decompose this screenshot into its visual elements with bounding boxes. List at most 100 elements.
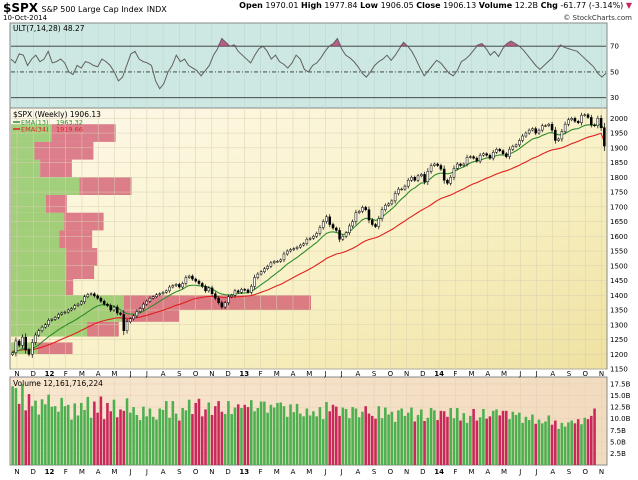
volume-bar-up (187, 399, 191, 465)
volume-bar-down (210, 414, 214, 465)
volume-bar-up (21, 384, 24, 465)
volume-bar-up (341, 407, 345, 465)
candle-down (472, 156, 475, 159)
volume-tick-label: 7.5B (610, 427, 626, 435)
x-tick-label: D (225, 370, 230, 378)
volume-bar-down (446, 416, 449, 465)
candle-up (495, 149, 498, 153)
price-tick-label: 1450 (610, 277, 628, 285)
x-tick-label: N (599, 370, 604, 378)
x-tick-label-bottom: J (518, 468, 521, 476)
candle-up (148, 297, 152, 302)
vbp-up-bar (11, 159, 41, 178)
candle-down (534, 128, 537, 134)
candle-down (214, 293, 217, 299)
volume-bar-up (223, 414, 227, 465)
volume-bar-up (377, 406, 381, 465)
volume-bar-up (567, 422, 570, 465)
volume-bar-down (472, 408, 475, 465)
x-tick-label-bottom: N (14, 468, 19, 476)
candle-up (482, 153, 485, 156)
x-tick-label: D (31, 370, 36, 378)
volume-bar-up (174, 413, 178, 465)
volume-bar-up (429, 408, 433, 465)
candle-up (403, 185, 407, 190)
x-tick-label: A (485, 370, 490, 378)
candle-up (272, 261, 276, 264)
volume-bar-up (462, 413, 466, 465)
volume-bar-up (181, 408, 184, 465)
x-tick-label: A (161, 370, 166, 378)
price-tick-label: 1300 (610, 321, 628, 329)
candle-up (184, 277, 188, 284)
candle-up (112, 306, 116, 311)
volume-bar-up (384, 407, 387, 465)
vbp-up-bar (11, 321, 88, 337)
price-tick-label: 1250 (610, 336, 628, 344)
volume-bar-down (200, 416, 204, 465)
candle-up (583, 114, 587, 116)
volume-bar-down (459, 420, 462, 465)
candle-up (478, 154, 482, 162)
volume-bar-up (53, 406, 57, 465)
candle-up (580, 115, 583, 123)
x-tick-label-bottom: J (129, 468, 132, 476)
volume-bar-up (299, 413, 302, 465)
volume-tick-label: 17.5B (610, 380, 631, 388)
candle-down (498, 149, 502, 152)
candle-down (475, 157, 479, 162)
volume-bar-up (66, 404, 70, 465)
candle-up (455, 163, 459, 169)
chart-date: 10-Oct-2014 (3, 14, 48, 22)
candle-up (547, 123, 551, 126)
volume-bar-down (217, 401, 220, 465)
volume-bar-up (47, 394, 50, 465)
volume-bar-up (282, 406, 286, 465)
volume-bar-down (102, 419, 106, 465)
candle-up (253, 277, 256, 287)
vbp-down-bar (65, 279, 74, 296)
volume-bar-up (537, 419, 541, 465)
volume-bar-down (96, 412, 99, 465)
x-tick-label-bottom: S (567, 468, 572, 476)
candle-down (191, 275, 194, 280)
close-value: 1906.13 (443, 1, 477, 10)
volume-bar-down (194, 402, 197, 465)
candle-down (17, 340, 21, 346)
x-tick-label-bottom: D (225, 468, 230, 476)
candle-up (14, 340, 18, 354)
candle-up (227, 296, 230, 303)
x-tick-label: A (550, 370, 555, 378)
x-tick-label-bottom: A (161, 468, 166, 476)
candle-up (171, 285, 175, 288)
candle-up (50, 319, 54, 321)
candle-up (138, 308, 142, 312)
volume-bar-up (30, 406, 34, 465)
volume-bar-down (442, 411, 446, 465)
candle-down (505, 153, 508, 157)
candle-up (531, 128, 534, 131)
x-tick-label: O (582, 370, 588, 378)
candle-down (370, 219, 374, 225)
candle-up (132, 315, 135, 320)
x-tick-label-bottom: M (79, 468, 85, 476)
candle-up (377, 218, 381, 227)
volume-bar-up (361, 411, 364, 465)
x-tick-label: F (64, 370, 68, 378)
candle-down (488, 154, 492, 159)
x-tick-label: J (323, 370, 326, 378)
candle-up (66, 309, 70, 313)
volume-bar-up (161, 409, 165, 465)
volume-bar-up (276, 402, 279, 465)
price-tick-label: 1750 (610, 189, 628, 197)
x-tick-label: N (209, 370, 214, 378)
x-tick-label: J (534, 370, 537, 378)
volume-bar-up (410, 407, 413, 465)
candle-down (24, 336, 27, 351)
volume-bar-down (106, 402, 109, 465)
volume-bar-up (60, 397, 63, 465)
volume-bar-up (256, 408, 260, 465)
x-tick-label-bottom: O (582, 468, 588, 476)
candle-up (37, 330, 41, 336)
